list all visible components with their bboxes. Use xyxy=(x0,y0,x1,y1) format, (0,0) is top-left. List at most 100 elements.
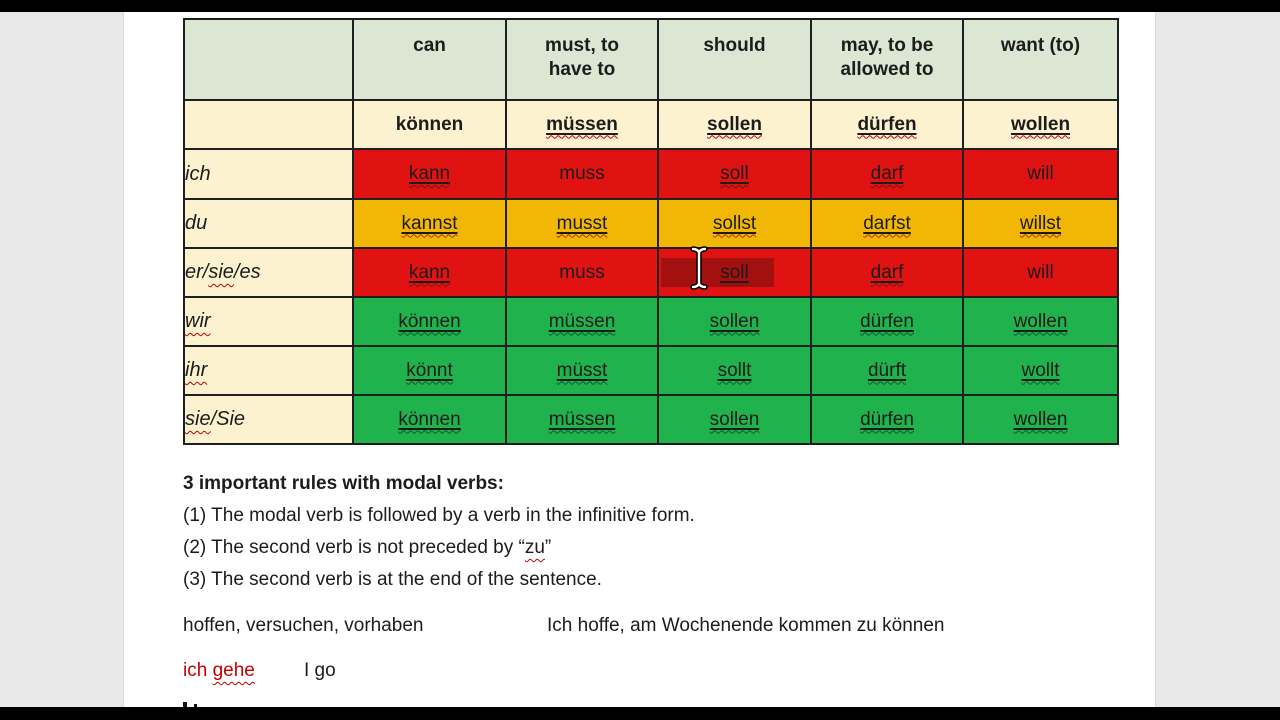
verb-cell[interactable]: könnt xyxy=(352,345,507,396)
header-cell[interactable]: can xyxy=(352,18,507,101)
verb-text: sollst xyxy=(712,212,757,234)
verb-cell[interactable]: soll xyxy=(657,148,812,200)
german-phrase-pre: ich xyxy=(183,660,213,681)
verb-cell[interactable]: können xyxy=(352,394,507,445)
verb-text: sollen xyxy=(709,310,760,332)
spellchecked-word-gehe: gehe xyxy=(212,660,255,681)
verb-cell[interactable]: wollen xyxy=(962,394,1119,445)
rule-2-closing-quote: ” xyxy=(544,537,552,558)
infinitive-cell[interactable]: dürfen xyxy=(810,99,964,150)
verb-cell[interactable]: dürfen xyxy=(810,296,964,347)
header-cell[interactable] xyxy=(183,18,354,101)
verb-cell[interactable]: will xyxy=(962,148,1119,200)
pronoun-cell[interactable]: du xyxy=(183,198,354,249)
verb-cell[interactable]: muss xyxy=(505,148,659,200)
verb-cell[interactable]: kann xyxy=(352,247,507,298)
empty-cell[interactable] xyxy=(183,99,354,150)
verb-cell[interactable]: wollen xyxy=(962,296,1119,347)
verb-text: wollen xyxy=(1013,408,1068,430)
verb-cell[interactable]: sollst xyxy=(657,198,812,249)
verb-cell[interactable]: dürfen xyxy=(810,394,964,445)
verb-cell[interactable]: darf xyxy=(810,148,964,200)
verb-cell[interactable]: können xyxy=(352,296,507,347)
verb-text: müssen xyxy=(548,408,616,430)
verb-text: sollt xyxy=(717,359,752,381)
pronoun-text: ihr xyxy=(185,359,208,381)
verb-text: willst xyxy=(1019,212,1062,234)
verb-cell[interactable]: müsst xyxy=(505,345,659,396)
verb-text: darf xyxy=(870,261,904,283)
pronoun-cell[interactable]: ich xyxy=(183,148,354,200)
header-cell[interactable]: may, to be allowed to xyxy=(810,18,964,101)
header-cell[interactable]: want (to) xyxy=(962,18,1119,101)
verb-text: wollen xyxy=(1013,310,1068,332)
verb-cell[interactable]: willst xyxy=(962,198,1119,249)
table-header-row: can must, to have to should may, to be allo… xyxy=(183,18,1119,101)
verb-cell[interactable]: müssen xyxy=(505,394,659,445)
table-row: wir können müssen sollen dürfen wollen xyxy=(183,296,1119,347)
conjugation-table[interactable]: can must, to have to should may, to be allo… xyxy=(183,18,1119,445)
verb-text: soll xyxy=(720,261,749,283)
verb-cell[interactable]: müssen xyxy=(505,296,659,347)
rule-3[interactable]: (3) The second verb is at the end of the… xyxy=(183,569,602,590)
verb-text: müsst xyxy=(556,359,608,381)
verb-cell[interactable]: will xyxy=(962,247,1119,298)
pronoun-text: sie xyxy=(185,408,211,430)
verb-text: kannst xyxy=(401,212,458,234)
infinitive-cell[interactable]: sollen xyxy=(657,99,812,150)
verb-cell-selected[interactable]: soll xyxy=(657,247,812,298)
pronoun-text: wir xyxy=(185,310,211,332)
header-cell[interactable]: should xyxy=(657,18,812,101)
pronoun-text: er/ xyxy=(185,261,209,283)
pronoun-text: sie xyxy=(208,261,234,283)
spellchecked-word-zu: zu xyxy=(524,537,545,558)
verb-text: muss xyxy=(559,163,605,184)
infinitive-text: können xyxy=(395,113,464,135)
infinitive-text: sollen xyxy=(707,113,762,135)
verb-text: soll xyxy=(720,163,749,184)
verb-text: wollt xyxy=(1021,359,1060,381)
verb-cell[interactable]: dürft xyxy=(810,345,964,396)
example-verbs-list[interactable]: hoffen, versuchen, vorhaben xyxy=(183,615,424,636)
verb-text: darfst xyxy=(863,212,911,234)
rules-title[interactable]: 3 important rules with modal verbs: xyxy=(183,473,504,494)
rule-2[interactable]: (2) The second verb is not preceded by “… xyxy=(183,536,551,560)
table-row: ihr könnt müsst sollt dürft wollt xyxy=(183,345,1119,396)
example-german-phrase[interactable]: ich gehe xyxy=(183,659,255,683)
pronoun-cell[interactable]: er/sie/es xyxy=(183,247,354,298)
verb-cell[interactable]: wollt xyxy=(962,345,1119,396)
infinitive-cell[interactable]: müssen xyxy=(505,99,659,150)
example-sentence[interactable]: Ich hoffe, am Wochenende kommen zu könne… xyxy=(547,615,945,636)
verb-cell[interactable]: muss xyxy=(505,247,659,298)
verb-text: dürfen xyxy=(860,310,914,332)
letterbox-bottom xyxy=(0,707,1280,720)
verb-text: darf xyxy=(870,163,904,184)
verb-text: muss xyxy=(559,261,605,283)
verb-cell[interactable]: sollen xyxy=(657,394,812,445)
infinitive-row: können müssen sollen dürfen wollen xyxy=(183,99,1119,150)
infinitive-text: wollen xyxy=(1010,113,1071,135)
verb-cell[interactable]: sollt xyxy=(657,345,812,396)
example-english-translation[interactable]: I go xyxy=(304,660,336,681)
pronoun-cell[interactable]: ihr xyxy=(183,345,354,396)
infinitive-cell[interactable]: wollen xyxy=(962,99,1119,150)
verb-text: will xyxy=(1027,163,1054,184)
rule-1[interactable]: (1) The modal verb is followed by a verb… xyxy=(183,505,695,526)
pronoun-cell[interactable]: wir xyxy=(183,296,354,347)
pronoun-text: /Sie xyxy=(210,408,246,430)
infinitive-cell[interactable]: können xyxy=(352,99,507,150)
verb-text: könnt xyxy=(406,359,453,381)
verb-cell[interactable]: darf xyxy=(810,247,964,298)
verb-cell[interactable]: sollen xyxy=(657,296,812,347)
verb-cell[interactable]: kann xyxy=(352,148,507,200)
verb-text: kann xyxy=(408,163,451,184)
verb-cell[interactable]: musst xyxy=(505,198,659,249)
pronoun-cell[interactable]: sie/Sie xyxy=(183,394,354,445)
verb-cell[interactable]: kannst xyxy=(352,198,507,249)
rule-2-text: (2) The second verb is not preceded by “ xyxy=(183,537,525,558)
pronoun-text: ich xyxy=(185,162,211,185)
verb-cell[interactable]: darfst xyxy=(810,198,964,249)
table-row: ich kann muss soll darf will xyxy=(183,148,1119,200)
header-cell[interactable]: must, to have to xyxy=(505,18,659,101)
